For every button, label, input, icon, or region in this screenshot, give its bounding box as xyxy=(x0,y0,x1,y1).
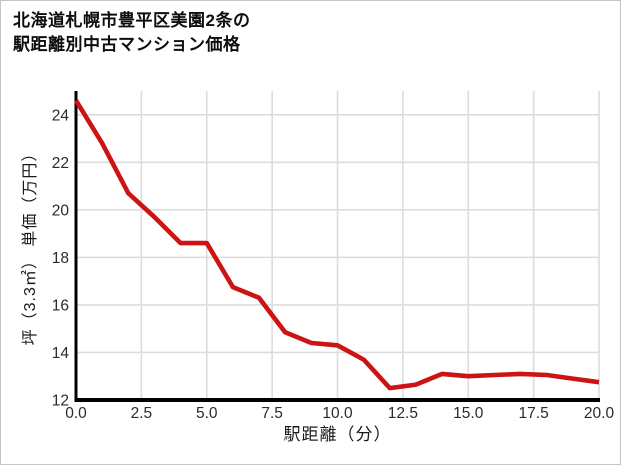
y-tick-label: 12 xyxy=(52,393,69,410)
y-tick-label: 14 xyxy=(52,345,70,362)
x-tick-labels: 0.0 2.5 5.0 7.5 10.0 12.5 15.0 17.5 20.0 xyxy=(65,405,614,422)
y-tick-labels: 12 14 16 18 20 22 24 xyxy=(52,107,70,409)
x-tick-label: 2.5 xyxy=(131,405,153,422)
x-tick-label: 15.0 xyxy=(453,405,484,422)
chart-title-line2: 駅距離別中古マンション価格 xyxy=(13,35,241,54)
chart-title: 北海道札幌市豊平区美園2条の 駅距離別中古マンション価格 xyxy=(13,9,250,57)
x-tick-label: 20.0 xyxy=(584,405,615,422)
y-tick-label: 18 xyxy=(52,250,69,267)
x-tick-label: 12.5 xyxy=(388,405,418,422)
x-axis-label: 駅距離（分） xyxy=(283,425,392,444)
y-tick-label: 22 xyxy=(52,155,69,172)
y-tick-label: 16 xyxy=(52,297,69,314)
y-tick-label: 20 xyxy=(52,202,70,219)
y-tick-label: 24 xyxy=(52,107,70,124)
x-tick-label: 10.0 xyxy=(322,405,353,422)
gridlines xyxy=(76,91,600,400)
x-tick-label: 7.5 xyxy=(261,405,283,422)
x-tick-label: 17.5 xyxy=(519,405,549,422)
price-line xyxy=(74,99,600,391)
x-tick-label: 0.0 xyxy=(65,405,87,422)
x-tick-label: 5.0 xyxy=(196,405,218,422)
chart-title-line1: 北海道札幌市豊平区美園2条の xyxy=(13,11,251,30)
y-axis-label: 坪（3.3㎡） 単価（万円） xyxy=(22,144,39,346)
